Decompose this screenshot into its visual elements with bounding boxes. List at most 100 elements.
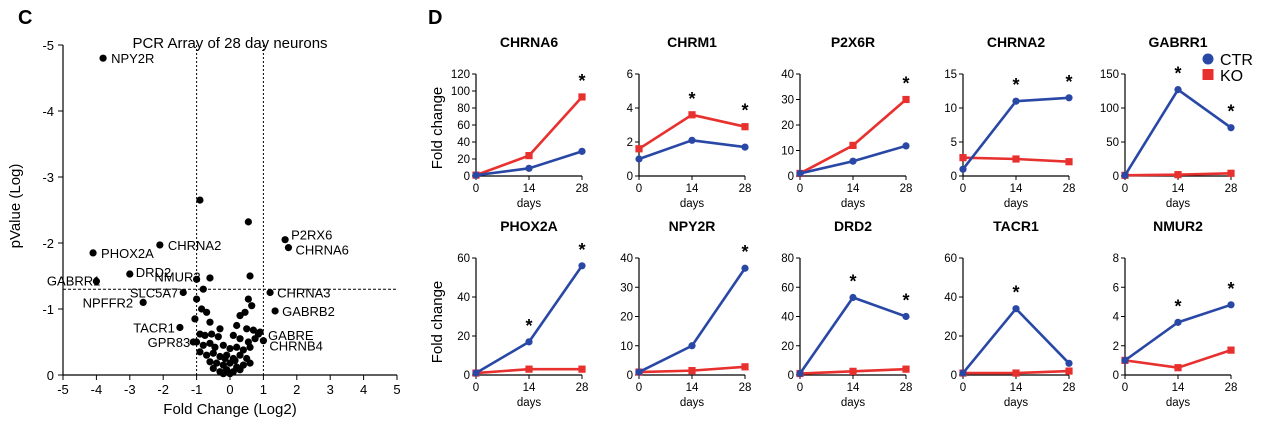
chart-y-tick-label: 100 <box>1100 103 1119 115</box>
legend: CTR KO <box>1202 52 1253 85</box>
chart-x-tick-label: 14 <box>847 183 860 195</box>
legend-ko-marker <box>1202 69 1214 80</box>
line-chart-tacr1: TACR1 0 20 40 60 0 14 28 days * <box>944 218 1075 409</box>
chart-y-tick-label: 10 <box>620 341 633 353</box>
legend-ko-label: KO <box>1220 68 1243 85</box>
chart-x-tick-label: 14 <box>1172 183 1185 195</box>
chart-y-tick-label: 10 <box>944 103 957 115</box>
volcano-point <box>236 335 244 343</box>
chart-title: GABRR1 <box>1148 34 1207 50</box>
volcano-x-tick-label: 5 <box>393 382 400 397</box>
significance-star: * <box>1012 75 1019 95</box>
volcano-point <box>191 315 199 323</box>
ko-point <box>1065 367 1073 375</box>
chart-y-tick-label: 0 <box>627 370 633 382</box>
volcano-point <box>219 341 227 349</box>
ko-point <box>902 95 910 104</box>
chart-y-tick-label: 2 <box>627 137 633 149</box>
volcano-y-tick-label: -3 <box>42 170 54 185</box>
volcano-point-label: NMUR2 <box>154 269 200 284</box>
line-chart-phox2a: PHOX2A 0 20 40 60 0 14 28 days * * <box>457 218 588 409</box>
chart-x-tick-label: 28 <box>576 183 589 195</box>
volcano-point <box>199 341 207 349</box>
ko-point <box>902 365 910 373</box>
chart-y-tick-label: 8 <box>1113 253 1119 265</box>
volcano-point <box>179 288 187 297</box>
line-chart-p2x6r: P2X6R 0 10 20 30 40 0 14 28 days * <box>781 34 912 210</box>
volcano-point <box>236 351 244 359</box>
volcano-point <box>271 307 279 315</box>
volcano-point <box>99 54 107 62</box>
chart-y-tick-label: 6 <box>1113 282 1119 294</box>
volcano-point-label: PHOX2A <box>101 246 154 261</box>
chart-title: CHRNA6 <box>500 34 559 50</box>
series-line-ctr <box>961 306 1070 374</box>
volcano-point-label: P2RX6 <box>291 228 332 243</box>
chart-x-label: days <box>680 198 705 210</box>
volcano-point <box>206 274 214 282</box>
volcano-point <box>211 343 219 351</box>
ko-point <box>741 123 749 131</box>
volcano-point <box>248 302 256 310</box>
significance-star: * <box>902 291 909 311</box>
ctr-point <box>1012 305 1020 313</box>
significance-star: * <box>741 101 748 121</box>
ko-point <box>1227 346 1235 354</box>
series-line-ctr <box>1123 87 1232 177</box>
ko-point <box>1174 364 1182 372</box>
chart-x-tick-label: 0 <box>473 183 479 195</box>
ko-point <box>741 363 749 371</box>
volcano-point <box>246 272 254 280</box>
ctr-point <box>849 157 857 165</box>
volcano-ylabel: pValue (Log) <box>7 164 24 249</box>
volcano-point <box>126 270 134 278</box>
volcano-point-label: CHRNA6 <box>295 243 348 258</box>
chart-x-tick-label: 0 <box>636 183 642 195</box>
volcano-point <box>206 318 214 326</box>
chart-y-tick-label: 60 <box>457 120 470 132</box>
chart-x-tick-label: 28 <box>576 382 589 394</box>
series-line-ctr <box>798 295 907 375</box>
volcano-point <box>216 325 224 333</box>
line-chart-chrm1: CHRM1 0 2 4 6 0 14 28 days * * <box>627 34 752 210</box>
ctr-point <box>525 164 533 172</box>
volcano-point <box>193 275 201 283</box>
ko-point <box>578 365 586 373</box>
ctr-point <box>578 262 586 270</box>
chart-y-tick-label: 4 <box>627 103 634 115</box>
line-chart-nmur2: NMUR2 0 2 4 6 8 0 14 28 days * * <box>1113 218 1238 409</box>
ko-point <box>1227 169 1235 177</box>
ctr-point <box>1174 318 1182 326</box>
chart-x-tick-label: 28 <box>1063 382 1076 394</box>
volcano-point <box>209 364 217 372</box>
significance-star: * <box>741 242 748 262</box>
volcano-x-tick-label: 4 <box>360 382 367 397</box>
volcano-point <box>281 236 289 244</box>
chart-x-tick-label: 14 <box>1010 183 1023 195</box>
volcano-point <box>249 326 257 334</box>
volcano-point <box>156 241 164 249</box>
volcano-point <box>219 370 227 378</box>
chart-y-tick-label: 0 <box>951 370 957 382</box>
line-chart-npy2r: NPY2R 0 10 20 30 40 0 14 28 days * <box>620 218 751 409</box>
volcano-point <box>259 337 267 345</box>
chart-y-tick-label: 150 <box>1100 69 1119 81</box>
chart-y-tick-label: 20 <box>781 120 794 132</box>
chart-x-tick-label: 28 <box>1063 183 1076 195</box>
chart-y-tick-label: 40 <box>781 69 794 81</box>
chart-y-tick-label: 40 <box>457 292 470 304</box>
volcano-point <box>266 288 274 297</box>
chart-x-tick-label: 0 <box>960 382 966 394</box>
volcano-point <box>244 218 252 226</box>
chart-x-label: days <box>841 397 866 409</box>
ctr-point <box>578 147 586 155</box>
chart-x-tick-label: 28 <box>739 183 752 195</box>
significance-star: * <box>1227 102 1234 122</box>
chart-x-tick-label: 28 <box>900 382 913 394</box>
chart-y-tick-label: 20 <box>944 331 957 343</box>
significance-star: * <box>688 89 695 109</box>
chart-x-label: days <box>517 397 542 409</box>
chart-y-tick-label: 60 <box>457 253 470 265</box>
chart-y-tick-label: 10 <box>781 146 794 158</box>
volcano-point <box>241 308 249 316</box>
